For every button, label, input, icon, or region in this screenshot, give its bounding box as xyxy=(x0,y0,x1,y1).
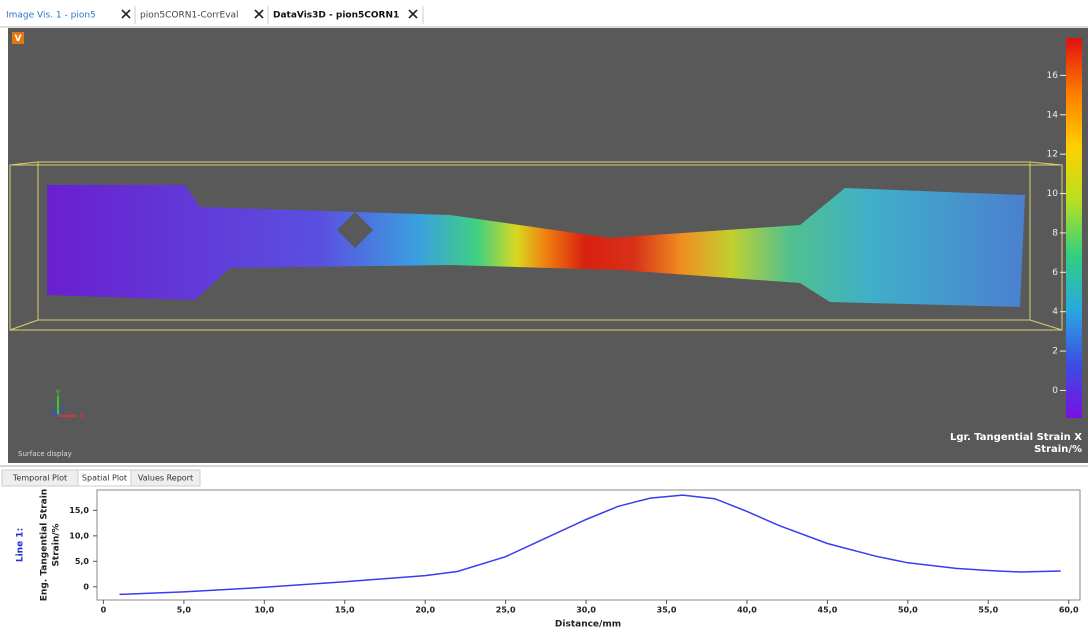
axis-label: Y xyxy=(55,389,61,398)
y-tick-label: 15,0 xyxy=(69,506,89,515)
axis-label: X xyxy=(79,412,85,421)
display-mode: Surface display xyxy=(18,450,72,458)
x-tick-label: 5,0 xyxy=(177,606,192,615)
bottom-tabs: Temporal Plot Spatial Plot Values Report xyxy=(2,470,200,486)
colorbar-tick-label: 10 xyxy=(1047,189,1059,199)
series-label: Line 1: xyxy=(16,528,26,562)
x-tick-label: 10,0 xyxy=(254,606,274,615)
colorbar-tick-label: 6 xyxy=(1052,268,1058,278)
view-badge-label: V xyxy=(15,34,22,44)
axis-label: Z xyxy=(60,406,66,415)
y-tick-label: 10,0 xyxy=(69,531,89,540)
plot-area xyxy=(97,490,1080,600)
x-tick-label: 40,0 xyxy=(737,606,757,615)
x-tick-label: 60,0 xyxy=(1059,606,1079,615)
x-tick-label: 55,0 xyxy=(978,606,998,615)
colorbar-title: Lgr. Tangential Strain X xyxy=(950,432,1082,443)
colorbar-tick-label: 16 xyxy=(1047,71,1059,81)
x-tick-label: 25,0 xyxy=(496,606,516,615)
colorbar-tick-label: 2 xyxy=(1052,347,1058,357)
colorbar-unit: Strain/% xyxy=(1034,444,1082,455)
x-tick-label: 0 xyxy=(101,606,107,615)
colorbar-tick-label: 0 xyxy=(1052,386,1058,396)
tab[interactable]: pion5CORN1-CorrEval xyxy=(140,11,239,21)
x-tick-label: 50,0 xyxy=(898,606,918,615)
y-axis-label: Eng. Tangential Strain xyxy=(40,489,50,601)
colorbar xyxy=(1066,38,1082,418)
x-tick-label: 20,0 xyxy=(415,606,435,615)
tab-active[interactable]: DataVis3D - pion5CORN1 xyxy=(273,11,399,21)
x-tick-label: 35,0 xyxy=(657,606,677,615)
tab[interactable]: Image Vis. 1 - pion5 xyxy=(6,11,96,21)
y-tick-label: 0 xyxy=(83,582,89,591)
x-tick-label: 15,0 xyxy=(335,606,355,615)
tab[interactable]: Temporal Plot xyxy=(12,474,67,483)
y-tick-label: 5,0 xyxy=(75,557,90,566)
x-axis-label: Distance/mm xyxy=(555,620,621,630)
app-window: Image Vis. 1 - pion5 pion5CORN1-CorrEval… xyxy=(0,0,1088,633)
tab[interactable]: Values Report xyxy=(138,474,193,483)
x-tick-label: 45,0 xyxy=(818,606,838,615)
tab-active[interactable]: Spatial Plot xyxy=(82,474,127,483)
colorbar-tick-label: 14 xyxy=(1047,110,1059,120)
colorbar-tick-label: 12 xyxy=(1047,150,1058,160)
colorbar-tick-label: 8 xyxy=(1052,228,1058,238)
x-tick-label: 30,0 xyxy=(576,606,596,615)
y-axis-unit: Strain/% xyxy=(52,523,62,566)
colorbar-tick-label: 4 xyxy=(1052,307,1058,317)
